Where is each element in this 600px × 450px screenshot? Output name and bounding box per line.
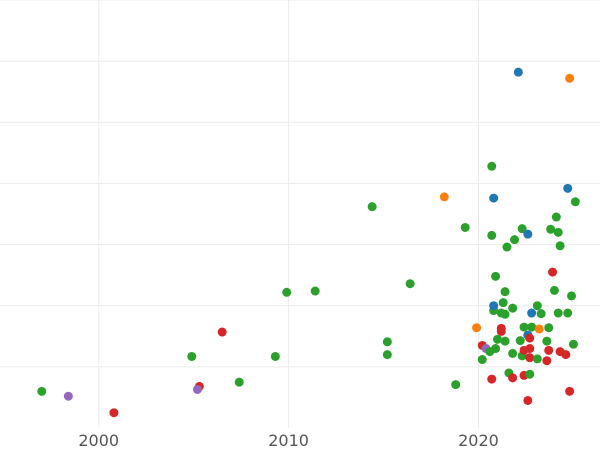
x-tick-labels: 2000 2010 2020 — [78, 431, 498, 450]
data-point-77 — [561, 350, 571, 360]
data-point-58 — [527, 308, 537, 318]
data-point-82 — [567, 291, 577, 301]
data-point-6 — [217, 327, 227, 337]
data-point-7 — [234, 377, 244, 387]
data-point-2 — [109, 408, 119, 418]
data-point-50 — [519, 322, 529, 332]
data-point-54 — [525, 353, 535, 363]
data-point-56 — [525, 333, 535, 343]
data-point-62 — [534, 324, 544, 334]
data-point-71 — [549, 285, 559, 295]
data-point-79 — [563, 183, 573, 193]
data-point-15 — [439, 192, 449, 202]
data-point-46 — [515, 336, 525, 346]
data-point-3 — [187, 351, 197, 361]
grid-lines — [0, 0, 600, 428]
data-point-65 — [542, 336, 552, 346]
data-point-63 — [532, 301, 542, 311]
data-point-74 — [553, 227, 563, 237]
data-point-72 — [551, 212, 561, 222]
data-point-23 — [487, 374, 497, 384]
data-point-33 — [496, 323, 506, 333]
data-point-18 — [472, 323, 482, 333]
data-point-81 — [565, 73, 575, 83]
data-point-68 — [544, 323, 554, 333]
data-point-19 — [477, 355, 487, 365]
data-point-61 — [532, 354, 542, 364]
data-point-41 — [508, 373, 518, 383]
data-point-73 — [553, 308, 563, 318]
data-points — [37, 67, 580, 418]
x-tick-label-2: 2020 — [458, 431, 499, 450]
data-point-35 — [498, 298, 508, 308]
data-point-8 — [270, 351, 280, 361]
data-point-13 — [382, 337, 392, 347]
data-point-27 — [487, 161, 497, 171]
data-point-38 — [500, 287, 510, 297]
data-point-43 — [508, 303, 518, 313]
data-point-12 — [382, 350, 392, 360]
data-point-52 — [523, 395, 533, 405]
data-point-66 — [542, 356, 552, 366]
data-point-37 — [500, 309, 510, 319]
data-point-30 — [491, 271, 501, 281]
data-point-76 — [555, 241, 565, 251]
data-point-70 — [548, 267, 558, 277]
data-point-78 — [563, 308, 573, 318]
data-point-24 — [487, 230, 497, 240]
data-point-44 — [510, 235, 520, 245]
data-point-60 — [523, 229, 533, 239]
data-point-14 — [405, 279, 415, 289]
data-point-69 — [546, 224, 556, 234]
data-point-64 — [536, 309, 546, 319]
data-point-1 — [63, 391, 73, 401]
data-point-10 — [310, 286, 320, 296]
x-tick-label-1: 2010 — [268, 431, 309, 450]
data-point-80 — [565, 386, 575, 396]
data-point-83 — [568, 339, 578, 349]
data-point-9 — [282, 287, 292, 297]
x-tick-label-0: 2000 — [78, 431, 119, 450]
data-point-42 — [508, 348, 518, 358]
data-point-36 — [500, 336, 510, 346]
data-point-39 — [502, 242, 512, 252]
data-point-57 — [525, 369, 535, 379]
data-point-0 — [37, 386, 47, 396]
data-point-16 — [451, 380, 461, 390]
data-point-28 — [489, 193, 499, 203]
data-point-29 — [491, 344, 501, 354]
data-point-5 — [192, 384, 202, 394]
data-point-45 — [513, 67, 523, 77]
data-point-51 — [517, 224, 527, 234]
data-point-59 — [527, 322, 537, 332]
data-point-26 — [489, 301, 499, 311]
data-point-67 — [544, 345, 554, 355]
data-point-31 — [492, 334, 502, 344]
data-point-11 — [367, 202, 377, 212]
data-point-17 — [460, 222, 470, 232]
data-point-55 — [525, 344, 535, 354]
data-point-84 — [570, 197, 580, 207]
